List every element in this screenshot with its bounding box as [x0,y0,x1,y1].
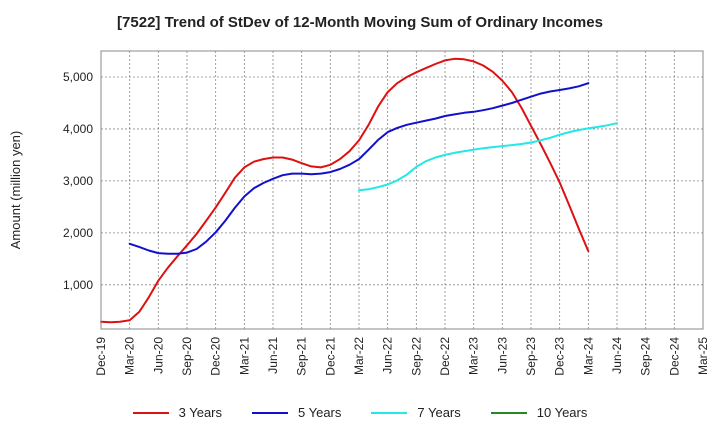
x-tick-label: Dec-20 [209,337,223,376]
y-tick-label: 1,000 [63,278,93,292]
x-tick-label: Dec-19 [94,337,108,376]
x-tick-label: Sep-21 [295,337,309,376]
chart-title: [7522] Trend of StDev of 12-Month Moving… [117,14,603,31]
legend-label-5-years: 5 Years [298,405,342,420]
plot-background [101,51,703,329]
x-tick-label: Dec-21 [323,337,337,376]
x-tick-label: Mar-20 [123,337,137,375]
x-tick-label: Sep-23 [524,337,538,376]
legend-item-5-years: 5 Years [252,405,341,420]
legend-item-7-years: 7 Years [371,405,461,420]
legend-label-7-years: 7 Years [417,405,461,420]
x-tick-label: Jun-24 [610,337,624,374]
grid-layer [101,51,703,329]
x-tick-label: Mar-22 [352,337,366,375]
y-tick-label: 5,000 [63,70,93,84]
x-tick-label: Sep-22 [409,337,423,376]
x-tick-label: Jun-23 [495,337,509,374]
x-tick-label: Mar-25 [696,337,710,375]
x-tick-label: Dec-22 [438,337,452,376]
legend-swatch-7-years [371,411,408,414]
legend-swatch-3-years [132,411,169,414]
legend-swatch-5-years [252,411,288,414]
x-tick-label: Mar-23 [467,337,481,375]
x-tick-label: Mar-21 [237,337,251,375]
x-tick-label: Sep-20 [180,337,194,376]
legend-item-10-years: 10 Years [490,405,588,420]
legend-label-3-years: 3 Years [178,405,222,420]
x-tick-label: Sep-24 [639,337,653,376]
y-tick-label: 2,000 [63,226,93,240]
series-line-3-years [100,57,590,324]
x-tick-label: Dec-23 [553,337,567,376]
legend: 3 Years 5 Years 7 Years 10 Years [0,405,720,420]
x-tick-label: Jun-21 [266,337,280,374]
x-tick-label: Mar-24 [581,337,595,375]
y-tick-label: 4,000 [63,122,93,136]
legend-swatch-10-years [490,411,527,414]
y-axis-label: Amount (million yen) [8,131,23,250]
legend-label-10-years: 10 Years [536,405,588,420]
x-tick-label: Dec-24 [667,337,681,376]
series-layer [100,57,618,324]
y-tick-label: 3,000 [63,174,93,188]
plot-border [100,50,704,330]
x-tick-label: Jun-20 [151,337,165,374]
legend-item-3-years: 3 Years [132,405,222,420]
x-tick-label: Jun-22 [381,337,395,374]
axis-layer: Dec-19 Mar-20 Jun-20 Sep-20 Dec-20 Mar-21 Jun-… [63,70,710,376]
series-line-5-years [128,82,590,255]
series-line-7-years [358,122,618,192]
